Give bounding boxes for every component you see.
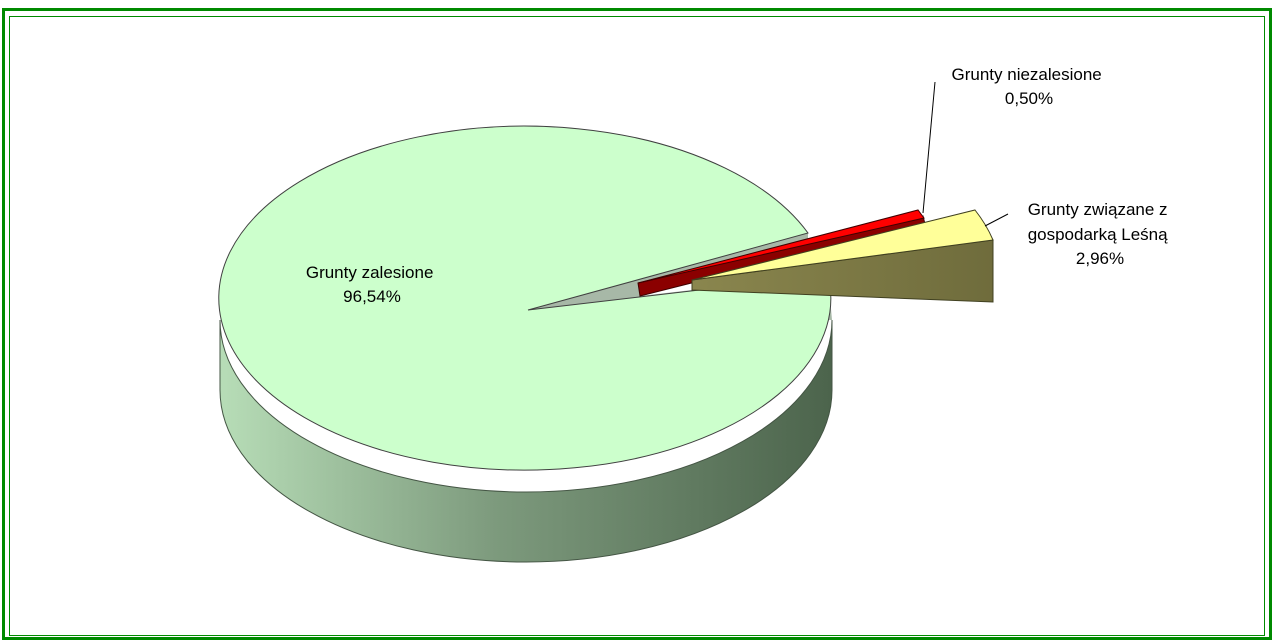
label-grunty-zwiazane: Grunty związane z gospodarką Leśną 2,96% — [1028, 200, 1173, 268]
label-name-grunty-niezalesione: Grunty niezalesione — [952, 65, 1102, 84]
slice-grunty-zalesione — [218, 125, 832, 471]
label-grunty-zalesione: Grunty zalesione 96,54% — [306, 263, 438, 306]
label-name-line1-grunty-zwiazane: Grunty związane z — [1028, 200, 1168, 219]
label-grunty-niezalesione: Grunty niezalesione 0,50% — [952, 65, 1107, 108]
label-value-grunty-zwiazane: 2,96% — [1076, 249, 1124, 268]
label-value-grunty-zalesione: 96,54% — [343, 287, 401, 306]
leader-line-grunty-zwiazane — [984, 213, 1009, 227]
slice-grunty-niezalesione — [637, 209, 925, 284]
chart-inner-border — [9, 16, 1265, 636]
slice-side-grunty-zalesione — [219, 319, 833, 563]
leader-line-grunty-niezalesione — [922, 81, 936, 214]
chart-outer-border — [2, 8, 1272, 640]
slice-grunty-zwiazane — [691, 209, 994, 281]
label-value-grunty-niezalesione: 0,50% — [1005, 89, 1053, 108]
label-name-line2-grunty-zwiazane: gospodarką Leśną — [1028, 225, 1168, 244]
label-name-grunty-zalesione: Grunty zalesione — [306, 263, 434, 282]
